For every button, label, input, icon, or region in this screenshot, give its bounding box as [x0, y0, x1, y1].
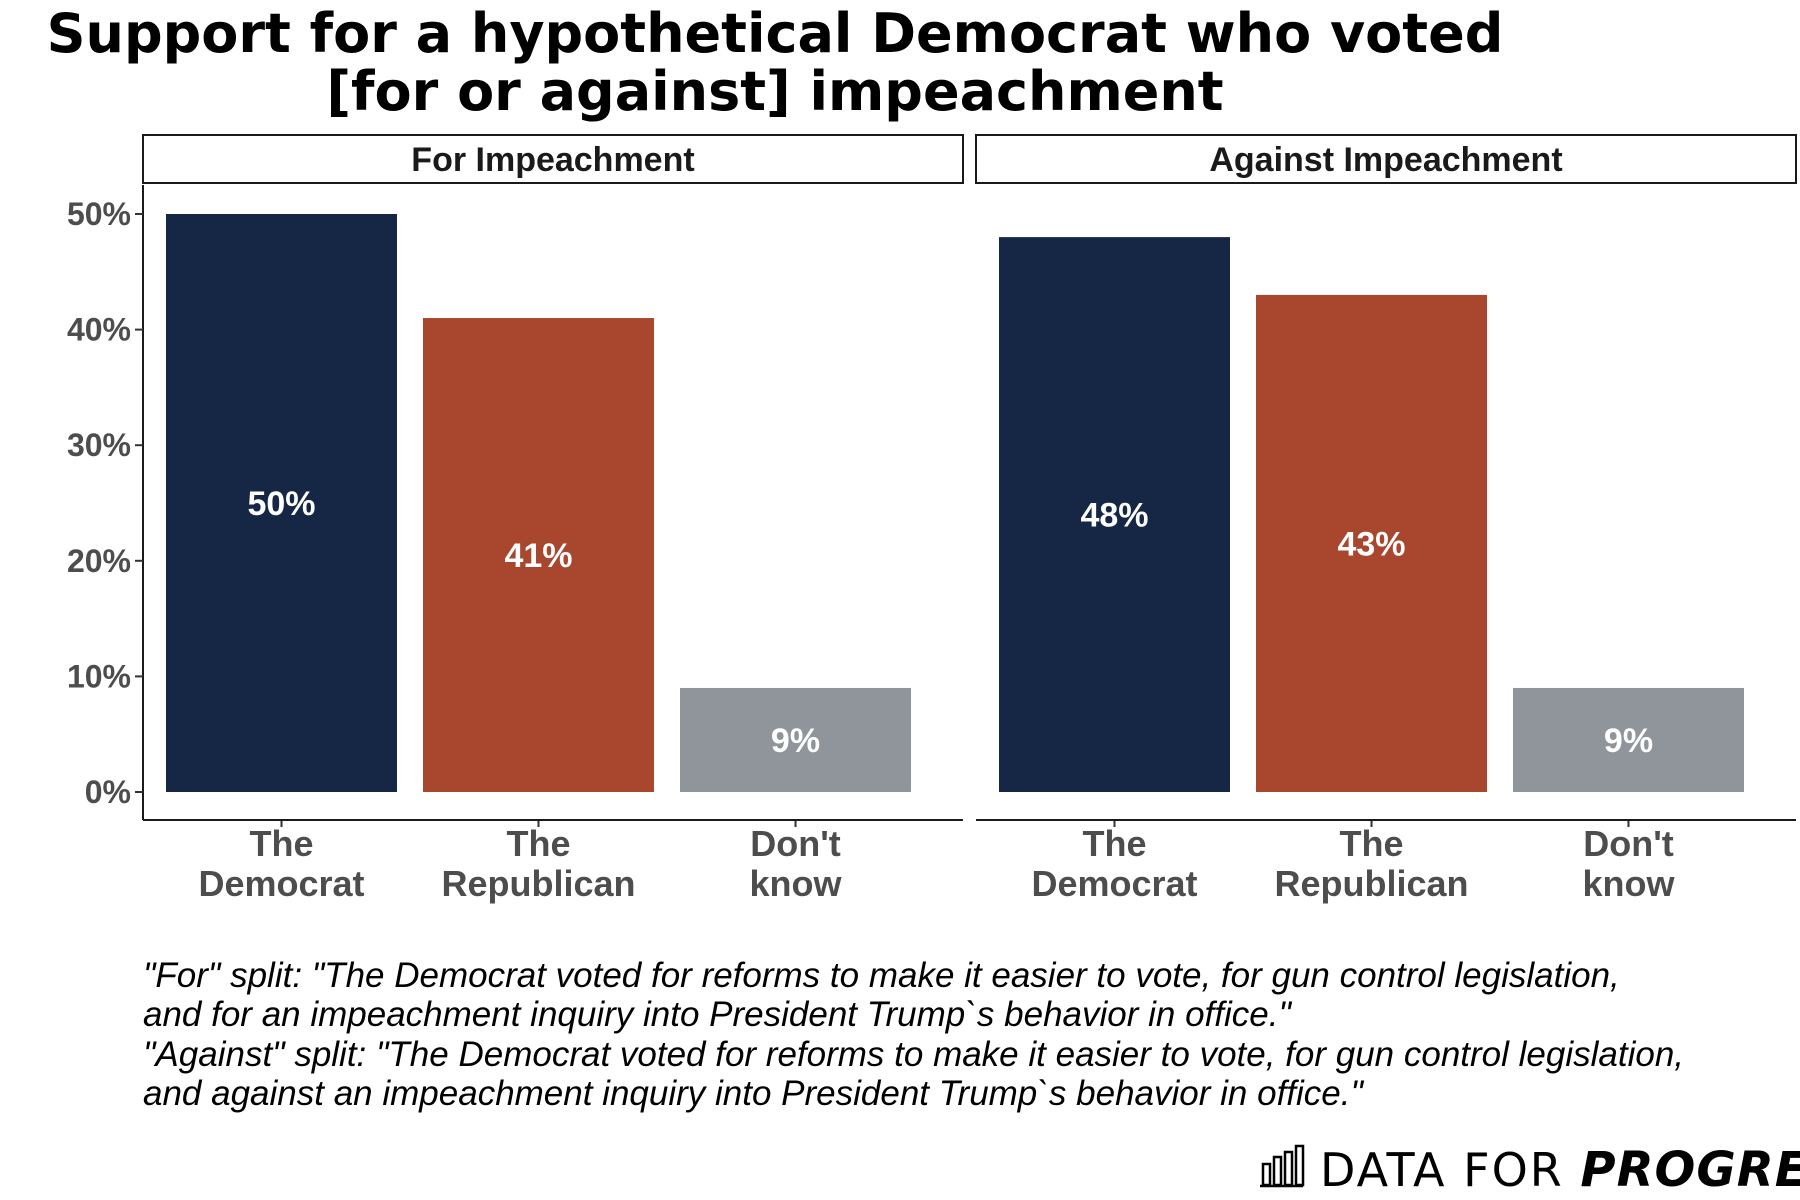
chart-title-line-1: Support for a hypothetical Democrat who … — [47, 2, 1504, 65]
x-tick-label-line-1: The — [1339, 823, 1403, 864]
x-tick-label-line-2: Democrat — [1031, 863, 1197, 904]
brand-name-light: DATA FOR — [1320, 1143, 1580, 1197]
bar — [166, 214, 397, 792]
x-tick-label-line-2: Republican — [441, 863, 635, 904]
bar-value-label: 50% — [247, 485, 315, 523]
y-tick-label: 20% — [67, 543, 131, 579]
y-tick-label: 40% — [67, 312, 131, 348]
x-tick-label-line-1: Don't — [750, 823, 841, 864]
y-tick-label: 50% — [67, 196, 131, 232]
footnote-line-1: "For" split: "The Democrat voted for ref… — [143, 956, 1620, 995]
bar — [423, 318, 654, 792]
bar — [999, 237, 1230, 792]
y-tick-label: 0% — [85, 774, 131, 810]
bar — [1513, 687, 1744, 792]
bar — [1256, 294, 1487, 792]
brand-name-bold: PROGRESS — [1580, 1142, 1800, 1198]
facet-strip-box — [142, 134, 964, 184]
x-tick-label-line-2: Democrat — [198, 863, 364, 904]
x-tick-label-line-2: Republican — [1274, 863, 1468, 904]
bar-value-label: 48% — [1080, 497, 1148, 535]
y-tick-label: 30% — [67, 427, 131, 463]
brand-logo: DATA FOR PROGRESS — [1260, 1142, 1800, 1198]
facet-strip-label: Against Impeachment — [1209, 141, 1562, 179]
footnote-line-2: and for an impeachment inquiry into Pres… — [143, 995, 1292, 1034]
footnote-line-4: and against an impeachment inquiry into … — [143, 1074, 1364, 1113]
bar-value-label: 9% — [771, 722, 820, 760]
panel-1: For Impeachment50%TheDemocrat41%TheRepub… — [142, 134, 964, 904]
footnote-line-3: "Against" split: "The Democrat voted for… — [143, 1035, 1684, 1074]
x-tick-label-line-2: know — [1582, 863, 1675, 904]
facet-strip-label: For Impeachment — [411, 141, 694, 179]
chart-title-line-2: [for or against] impeachment — [326, 60, 1223, 123]
x-tick-label-line-1: The — [506, 823, 570, 864]
bar-value-label: 41% — [504, 537, 572, 575]
x-tick-label-line-2: know — [749, 863, 842, 904]
x-tick-label-line-1: Don't — [1583, 823, 1674, 864]
brand-name: DATA FOR PROGRESS — [1320, 1142, 1800, 1198]
bar-value-label: 43% — [1337, 525, 1405, 563]
x-tick-label-line-1: The — [1082, 823, 1146, 864]
x-tick-label-line-1: The — [249, 823, 313, 864]
bar — [680, 687, 911, 792]
y-axis: 0% 10% 20% 30% 40% 50% — [67, 185, 144, 820]
facet-strip-box — [975, 134, 1797, 184]
panel-2: Against Impeachment48%TheDemocrat43%TheR… — [975, 134, 1797, 904]
y-tick-label: 10% — [67, 658, 131, 694]
facet-panels: For Impeachment50%TheDemocrat41%TheRepub… — [142, 134, 1797, 904]
bar-chart-logo-icon — [1260, 1144, 1305, 1188]
bar-value-label: 9% — [1604, 722, 1653, 760]
